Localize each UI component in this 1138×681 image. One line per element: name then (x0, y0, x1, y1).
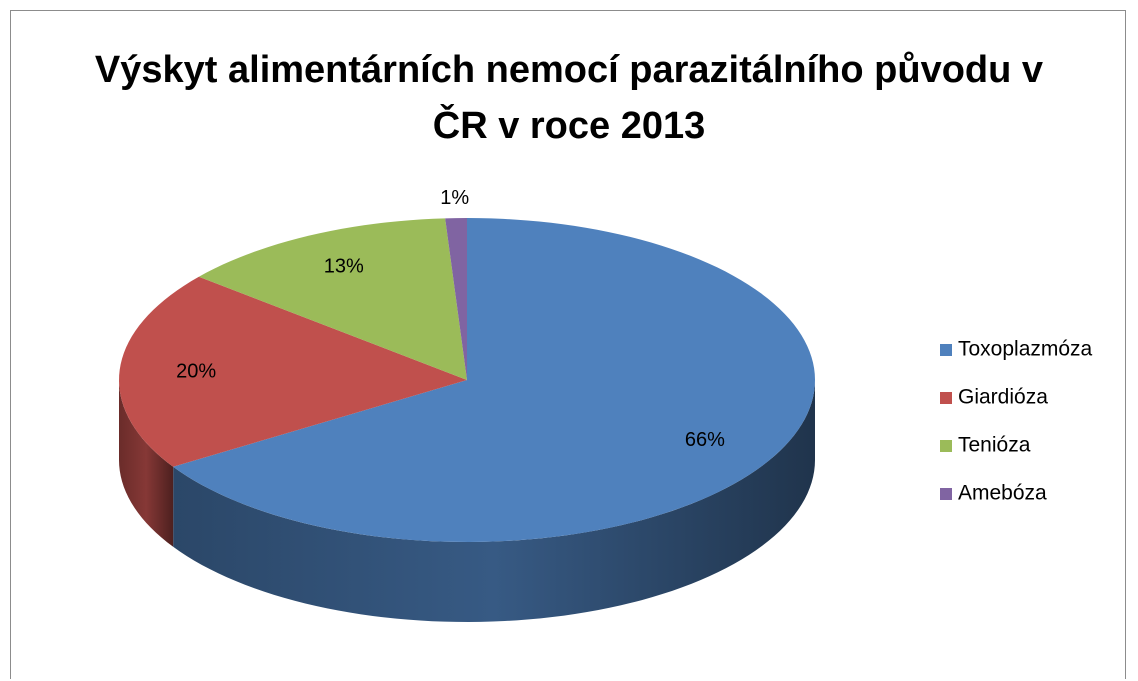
data-label: 66% (685, 429, 725, 451)
pie-slice (198, 218, 468, 380)
legend-swatch (940, 344, 952, 356)
data-label: 20% (176, 360, 216, 382)
legend-label: Tenióza (958, 434, 1031, 457)
chart-frame (10, 10, 1126, 679)
legend-label: Toxoplazmóza (958, 338, 1093, 361)
legend-label: Amebóza (958, 482, 1047, 505)
pie-slice-side (173, 380, 816, 622)
legend-swatch (940, 488, 952, 500)
data-label: 13% (324, 256, 364, 278)
legend-label: Giardióza (958, 386, 1048, 409)
legend-swatch (940, 392, 952, 404)
pie-slice (445, 218, 467, 380)
pie-slice (119, 276, 467, 467)
pie-slice-side (119, 380, 174, 547)
chart-title: Výskyt alimentárních nemocí parazitálníh… (94, 49, 1044, 147)
legend-swatch (940, 440, 952, 452)
data-label: 1% (440, 187, 469, 209)
pie-slice (173, 218, 816, 542)
